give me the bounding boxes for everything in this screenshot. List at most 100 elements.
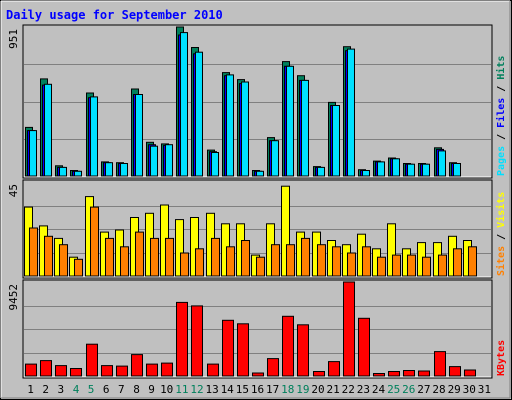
y-max-label: 9452	[7, 284, 20, 311]
bar-pages	[105, 162, 113, 177]
bar-kbytes	[267, 358, 279, 377]
bar-pages	[120, 163, 128, 177]
bar-kbytes	[207, 363, 219, 377]
x-tick-label: 13	[205, 383, 218, 396]
bar-pages	[377, 161, 385, 177]
legend-item-sites: Sites	[495, 246, 507, 276]
legend-item-pages: Pages	[496, 146, 507, 176]
bar-pages	[453, 163, 461, 177]
bar-sites	[301, 237, 310, 277]
bar-kbytes	[297, 324, 309, 377]
bar-sites	[362, 246, 371, 277]
x-tick-label: 8	[133, 383, 140, 396]
panel-frame	[22, 24, 493, 179]
bar-visits	[387, 223, 396, 277]
bar-pages	[241, 81, 249, 177]
bar-kbytes	[191, 305, 203, 377]
bar-sites	[407, 254, 416, 277]
x-tick-label: 16	[251, 383, 264, 396]
x-tick-label: 11	[175, 383, 188, 396]
x-tick-label: 14	[221, 383, 235, 396]
bar-pages	[59, 166, 67, 177]
bar-pages	[226, 74, 234, 177]
bar-kbytes	[86, 343, 98, 377]
bar-sites	[74, 258, 83, 277]
bar-sites	[422, 256, 431, 277]
x-tick-label: 15	[236, 383, 249, 396]
bar-kbytes	[146, 363, 158, 377]
bar-pages	[180, 32, 188, 177]
bar-sites	[468, 246, 477, 277]
bar-sites	[256, 256, 265, 277]
bar-sites	[195, 248, 204, 277]
bar-pages	[286, 65, 294, 177]
x-tick-label: 17	[266, 383, 279, 396]
x-tick-label: 7	[118, 383, 125, 396]
legend-separator: /	[496, 228, 507, 246]
bar-sites	[135, 231, 144, 277]
x-tick-label: 27	[417, 383, 430, 396]
bar-pages	[44, 83, 52, 177]
x-tick-label: 21	[326, 383, 339, 396]
x-tick-label: 1	[27, 383, 34, 396]
bar-sites	[150, 237, 159, 277]
legend-bottom: KBytes	[496, 340, 507, 376]
bar-pages	[74, 170, 82, 177]
bar-sites	[347, 252, 356, 277]
legend-item-kbytes: KBytes	[496, 340, 507, 376]
bar-sites	[90, 206, 99, 277]
x-tick-label: 29	[448, 383, 461, 396]
x-tick-label: 4	[73, 383, 80, 396]
bar-sites	[165, 237, 174, 277]
bar-kbytes	[101, 365, 113, 377]
x-tick-label: 2	[42, 383, 49, 396]
y-max-label: 951	[7, 29, 20, 49]
panel-hits-files-pages: 951	[7, 24, 493, 179]
bar-kbytes	[313, 371, 325, 377]
bar-kbytes	[237, 323, 249, 377]
right-legends: Pages / Files / Hits Sites / Visits KBytes	[495, 56, 507, 376]
bar-kbytes	[464, 369, 476, 377]
legend-item-visits: Visits	[495, 192, 507, 228]
x-tick-label: 10	[160, 383, 173, 396]
bar-sites	[392, 254, 401, 277]
x-tick-label: 19	[296, 383, 309, 396]
bar-kbytes	[222, 319, 234, 377]
bar-kbytes	[449, 366, 461, 377]
bar-kbytes	[161, 362, 173, 377]
x-tick-label: 24	[372, 383, 386, 396]
bar-kbytes	[403, 370, 415, 377]
bar-sites	[105, 237, 114, 277]
x-tick-label: 28	[432, 383, 445, 396]
bar-sites	[29, 227, 38, 277]
bar-pages	[332, 105, 340, 177]
x-tick-label: 9	[148, 383, 155, 396]
bar-kbytes	[176, 301, 188, 377]
x-tick-label: 20	[311, 383, 324, 396]
bar-sites	[438, 254, 447, 277]
bar-pages	[165, 144, 173, 177]
bar-kbytes	[328, 361, 340, 377]
bar-pages	[407, 163, 415, 177]
bar-sites	[453, 248, 462, 277]
bar-kbytes	[373, 373, 385, 377]
bar-kbytes	[55, 365, 67, 377]
panel-kbytes: 9452	[7, 279, 493, 379]
bar-kbytes	[282, 315, 294, 377]
x-tick-label: 31	[478, 383, 491, 396]
bar-visits	[175, 219, 184, 277]
bar-kbytes	[418, 370, 430, 377]
panel-visits-sites: 45	[7, 179, 493, 279]
bar-kbytes	[116, 365, 128, 377]
chart-panels: 951 45 9452	[7, 24, 493, 379]
bar-pages	[271, 140, 279, 177]
bar-sites	[241, 240, 250, 277]
bar-pages	[422, 163, 430, 177]
x-tick-label: 3	[57, 383, 64, 396]
bar-kbytes	[131, 354, 143, 377]
bar-pages	[195, 51, 203, 177]
bar-sites	[44, 235, 53, 277]
bar-pages	[211, 152, 219, 177]
bar-kbytes	[388, 371, 400, 377]
bar-pages	[438, 150, 446, 177]
